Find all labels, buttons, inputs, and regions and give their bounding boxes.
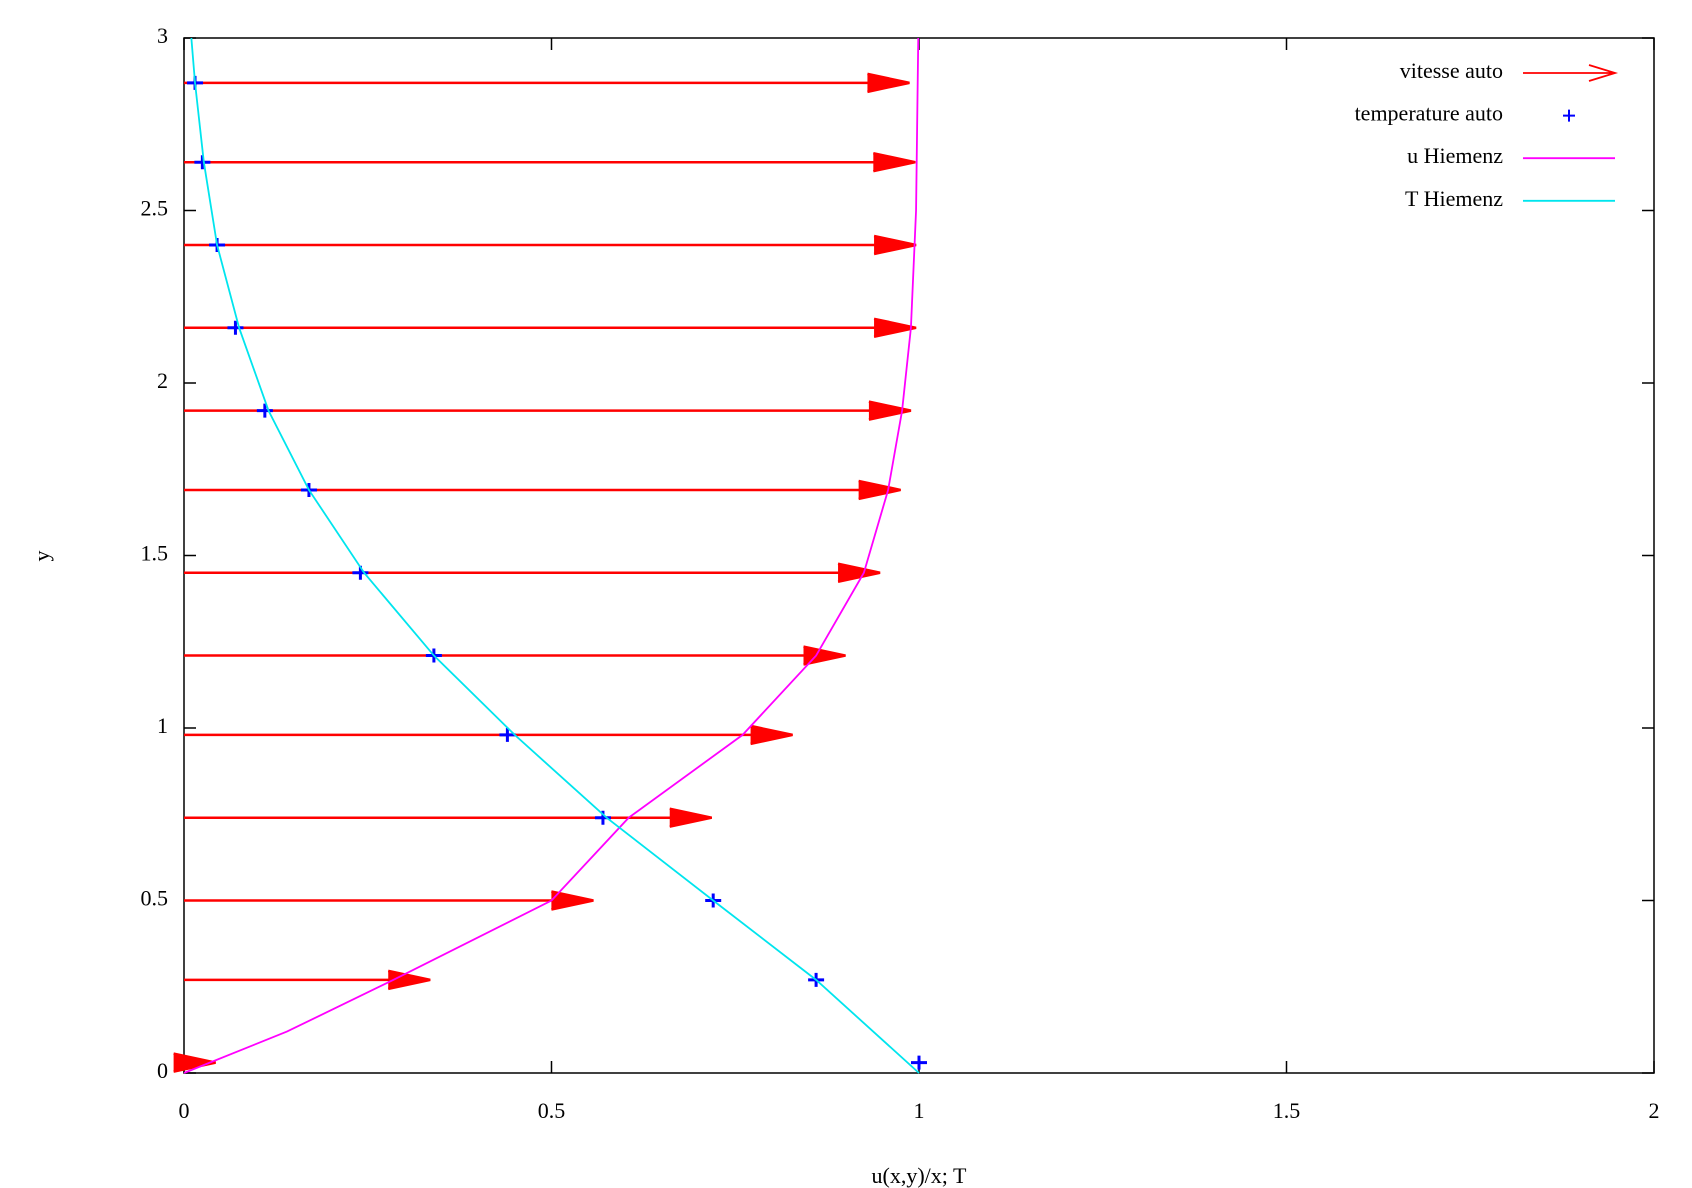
y-tick-label: 2 <box>157 368 168 393</box>
curve <box>190 37 920 1074</box>
temperature-point <box>911 1055 927 1070</box>
x-axis-label: u(x,y)/x; T <box>872 1163 967 1188</box>
velocity-arrow <box>184 645 846 666</box>
legend-label: temperature auto <box>1355 101 1503 126</box>
y-tick-label: 0.5 <box>141 886 169 911</box>
y-tick-label: 1.5 <box>141 541 169 566</box>
x-tick-label: 0.5 <box>538 1098 566 1123</box>
legend-label: vitesse auto <box>1400 58 1503 83</box>
legend-sample <box>1563 109 1575 122</box>
y-tick-label: 3 <box>157 23 168 48</box>
temperature-point <box>594 810 611 825</box>
temperature-point <box>499 727 516 742</box>
legend-sample <box>1523 64 1619 82</box>
y-tick-label: 0 <box>157 1058 168 1083</box>
x-tick-label: 2 <box>1649 1098 1660 1123</box>
velocity-arrow <box>184 724 793 746</box>
velocity-arrow <box>184 400 912 421</box>
x-tick-label: 1 <box>914 1098 925 1123</box>
y-axis-label: y <box>29 551 54 562</box>
velocity-arrow <box>184 807 712 828</box>
curve <box>183 37 920 1074</box>
y-tick-label: 1 <box>157 713 168 738</box>
y-tick-label: 2.5 <box>141 196 169 221</box>
temperature-point <box>227 320 244 335</box>
x-tick-label: 1.5 <box>1273 1098 1301 1123</box>
temperature-point <box>194 155 211 170</box>
velocity-arrow <box>184 479 901 501</box>
legend-label: u Hiemenz <box>1407 143 1503 168</box>
velocity-arrow <box>184 562 881 583</box>
velocity-arrow <box>184 317 917 339</box>
velocity-arrow <box>184 72 910 94</box>
temperature-point <box>256 403 273 418</box>
legend-label: T Hiemenz <box>1405 186 1503 211</box>
velocity-arrow <box>184 151 916 173</box>
velocity-arrow <box>184 890 594 911</box>
x-tick-label: 0 <box>179 1098 190 1123</box>
velocity-arrow <box>184 234 917 256</box>
velocity-arrow <box>184 969 431 991</box>
